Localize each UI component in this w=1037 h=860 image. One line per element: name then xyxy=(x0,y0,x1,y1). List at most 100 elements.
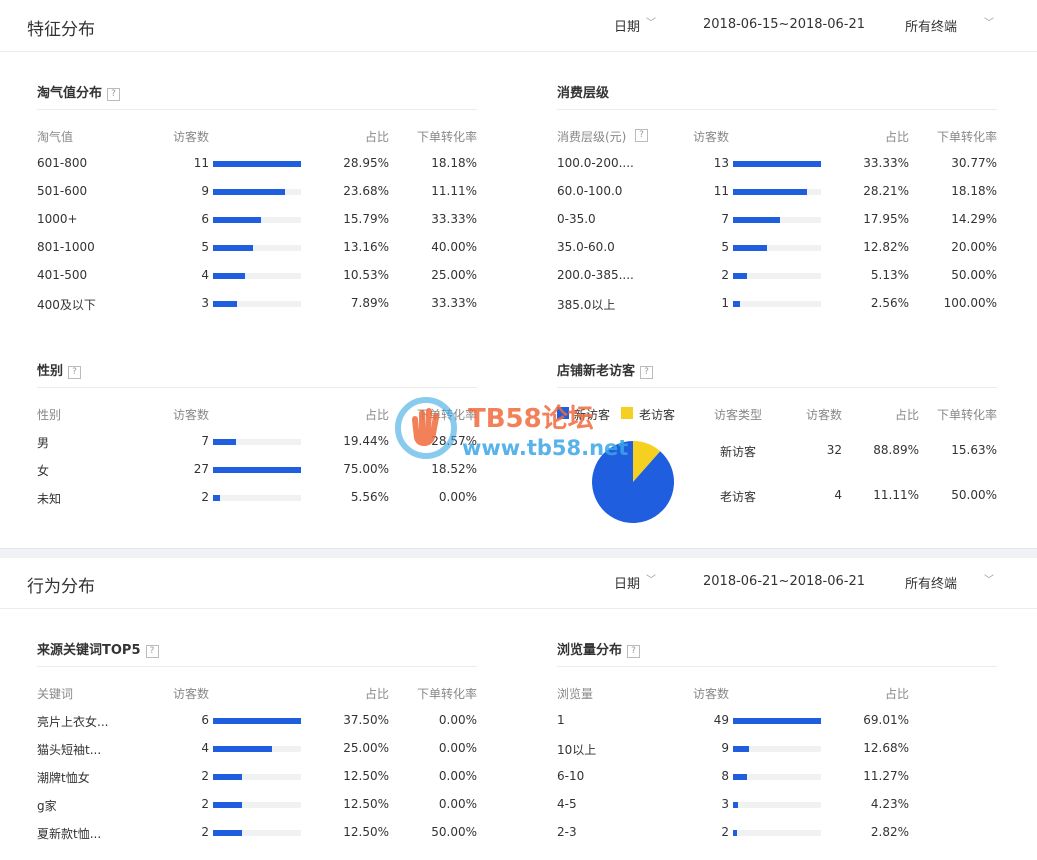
terminal-dropdown[interactable]: 所有终端 xyxy=(905,20,958,35)
row-visitors: 6 xyxy=(201,713,209,727)
table-row[interactable]: 200.0-385.... 2 5.13% 50.00% xyxy=(557,268,997,286)
date-granularity-dropdown[interactable]: 日期 xyxy=(614,577,641,592)
share-bar-track xyxy=(733,718,821,724)
date-range-picker[interactable]: 2018-06-21~2018-06-21 xyxy=(703,574,865,589)
pie-slice-old-visitors[interactable] xyxy=(633,441,661,482)
help-icon[interactable]: ? xyxy=(145,645,159,658)
share-bar-fill xyxy=(733,718,821,724)
share-bar-fill xyxy=(733,161,821,167)
table-row[interactable]: 新访客 32 88.89% 15.63% xyxy=(707,443,997,461)
table-row[interactable]: 0-35.0 7 17.95% 14.29% xyxy=(557,212,997,230)
share-bar-fill xyxy=(213,746,272,752)
row-visitors: 49 xyxy=(713,713,729,727)
table-row[interactable]: 潮牌t恤女 2 12.50% 0.00% xyxy=(37,769,477,787)
share-bar-track xyxy=(213,301,301,307)
column-header-share: 占比 xyxy=(884,687,909,701)
legend-label-old[interactable]: 老访客 xyxy=(639,408,676,422)
date-range-picker[interactable]: 2018-06-15~2018-06-21 xyxy=(703,17,865,32)
share-bar-fill xyxy=(733,217,780,223)
table-row[interactable]: 10以上 9 12.68% xyxy=(557,741,997,759)
column-header-share: 占比 xyxy=(894,408,919,422)
help-icon[interactable]: ? xyxy=(68,366,82,379)
row-label: 老访客 xyxy=(720,490,757,504)
chevron-down-icon[interactable]: ﹀ xyxy=(646,575,656,586)
row-visitors: 2 xyxy=(201,769,209,783)
help-icon[interactable]: ? xyxy=(627,645,641,658)
table-row[interactable]: 401-500 4 10.53% 25.00% xyxy=(37,268,477,286)
table-row[interactable]: 男 7 19.44% 28.57% xyxy=(37,434,477,452)
share-bar-fill xyxy=(733,830,737,836)
table-row[interactable]: 501-600 9 23.68% 11.11% xyxy=(37,184,477,202)
table-row[interactable]: 400及以下 3 7.89% 33.33% xyxy=(37,296,477,314)
row-conversion: 30.77% xyxy=(951,156,997,170)
help-icon[interactable]: ? xyxy=(640,366,654,379)
pie-slice-new-visitors[interactable] xyxy=(592,441,675,523)
row-share: 13.16% xyxy=(343,240,389,254)
row-visitors: 2 xyxy=(201,490,209,504)
table-row[interactable]: 601-800 11 28.95% 18.18% xyxy=(37,156,477,174)
row-share: 5.13% xyxy=(870,268,909,282)
share-bar-track xyxy=(213,245,301,251)
column-header-conversion: 下单转化率 xyxy=(936,408,997,422)
chevron-down-icon[interactable]: ﹀ xyxy=(984,575,994,586)
table-row[interactable]: 4-5 3 4.23% xyxy=(557,797,997,815)
row-visitors: 2 xyxy=(201,825,209,839)
row-visitors: 2 xyxy=(201,797,209,811)
column-header-visitors: 访客数 xyxy=(173,687,210,701)
table-row[interactable]: 亮片上衣女... 6 37.50% 0.00% xyxy=(37,713,477,731)
share-bar-track xyxy=(213,189,301,195)
table-row[interactable]: 女 27 75.00% 18.52% xyxy=(37,462,477,480)
divider xyxy=(557,109,997,110)
row-conversion: 18.18% xyxy=(431,156,477,170)
section-header-features: 特征分布 日期 ﹀ 2018-06-15~2018-06-21 所有终端 ﹀ xyxy=(0,0,1037,52)
row-conversion: 14.29% xyxy=(951,212,997,226)
share-bar-track xyxy=(733,301,821,307)
date-granularity-dropdown[interactable]: 日期 xyxy=(614,20,641,35)
row-share: 19.44% xyxy=(343,434,389,448)
help-icon[interactable]: ? xyxy=(107,88,121,101)
row-label: 35.0-60.0 xyxy=(557,240,615,254)
table-row[interactable]: 385.0以上 1 2.56% 100.00% xyxy=(557,296,997,314)
row-label: 601-800 xyxy=(37,156,88,170)
row-visitors: 5 xyxy=(721,240,729,254)
table-row[interactable]: 未知 2 5.56% 0.00% xyxy=(37,490,477,508)
legend-label-new[interactable]: 新访客 xyxy=(574,408,611,422)
help-icon[interactable]: ? xyxy=(635,129,648,142)
table-row[interactable]: 801-1000 5 13.16% 40.00% xyxy=(37,240,477,258)
table-row[interactable]: 1 49 69.01% xyxy=(557,713,997,731)
divider xyxy=(37,666,477,667)
card-title: 消费层级 xyxy=(557,86,610,101)
share-bar-fill xyxy=(213,273,245,279)
table-row[interactable]: 1000+ 6 15.79% 33.33% xyxy=(37,212,477,230)
chevron-down-icon[interactable]: ﹀ xyxy=(984,18,994,29)
row-label: 潮牌t恤女 xyxy=(37,771,90,785)
row-share: 12.50% xyxy=(343,769,389,783)
table-row[interactable]: g家 2 12.50% 0.00% xyxy=(37,797,477,815)
terminal-dropdown[interactable]: 所有终端 xyxy=(905,577,958,592)
table-row[interactable]: 35.0-60.0 5 12.82% 20.00% xyxy=(557,240,997,258)
share-bar-fill xyxy=(213,830,242,836)
row-share: 23.68% xyxy=(343,184,389,198)
row-visitors: 9 xyxy=(201,184,209,198)
table-row[interactable]: 100.0-200.... 13 33.33% 30.77% xyxy=(557,156,997,174)
share-bar-track xyxy=(213,161,301,167)
row-label: 60.0-100.0 xyxy=(557,184,623,198)
table-row[interactable]: 60.0-100.0 11 28.21% 18.18% xyxy=(557,184,997,202)
row-label: 男 xyxy=(37,436,50,450)
table-row[interactable]: 夏新款t恤... 2 12.50% 50.00% xyxy=(37,825,477,843)
column-header-visitors: 访客数 xyxy=(173,408,210,422)
share-bar-track xyxy=(733,746,821,752)
row-conversion: 15.63% xyxy=(951,443,997,457)
table-row[interactable]: 老访客 4 11.11% 50.00% xyxy=(707,488,997,506)
row-conversion: 50.00% xyxy=(431,825,477,839)
chevron-down-icon[interactable]: ﹀ xyxy=(646,18,656,29)
card-title: 浏览量分布? xyxy=(557,639,641,658)
table-row[interactable]: 猫头短袖t... 4 25.00% 0.00% xyxy=(37,741,477,759)
row-visitors: 3 xyxy=(201,296,209,310)
column-header-visitors: 访客数 xyxy=(693,130,730,144)
share-bar-fill xyxy=(733,301,740,307)
visitor-type-pie-chart xyxy=(592,441,675,523)
table-row[interactable]: 6-10 8 11.27% xyxy=(557,769,997,787)
table-row[interactable]: 2-3 2 2.82% xyxy=(557,825,997,843)
row-conversion: 28.57% xyxy=(431,434,477,448)
